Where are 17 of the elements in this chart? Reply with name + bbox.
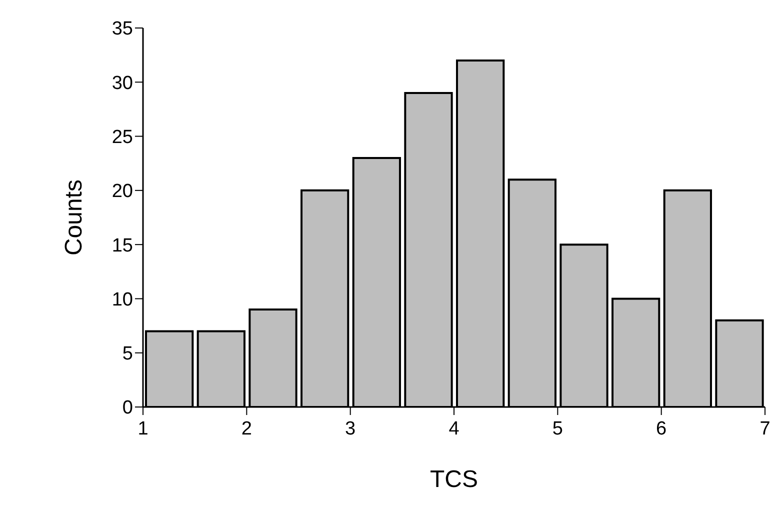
y-tick-label: 35 bbox=[112, 18, 133, 40]
x-tick-label: 2 bbox=[241, 418, 252, 440]
y-tick-label: 10 bbox=[112, 289, 133, 310]
x-tick-label: 4 bbox=[448, 418, 460, 440]
x-tick-label: 3 bbox=[345, 418, 356, 440]
x-tick-label: 6 bbox=[656, 418, 667, 440]
y-tick-label: 25 bbox=[112, 127, 133, 148]
y-tick-label: 0 bbox=[122, 398, 133, 419]
y-tick-label: 15 bbox=[112, 235, 133, 256]
x-tick-label: 1 bbox=[138, 418, 148, 440]
x-axis-title: TCS bbox=[430, 466, 478, 493]
y-tick-label: 20 bbox=[112, 181, 133, 202]
y-tick-label: 30 bbox=[112, 72, 133, 94]
y-tick-label: 5 bbox=[122, 344, 133, 365]
x-tick-label: 5 bbox=[552, 418, 563, 440]
x-tick-label: 7 bbox=[760, 418, 770, 440]
y-axis-title: Counts bbox=[60, 179, 88, 256]
